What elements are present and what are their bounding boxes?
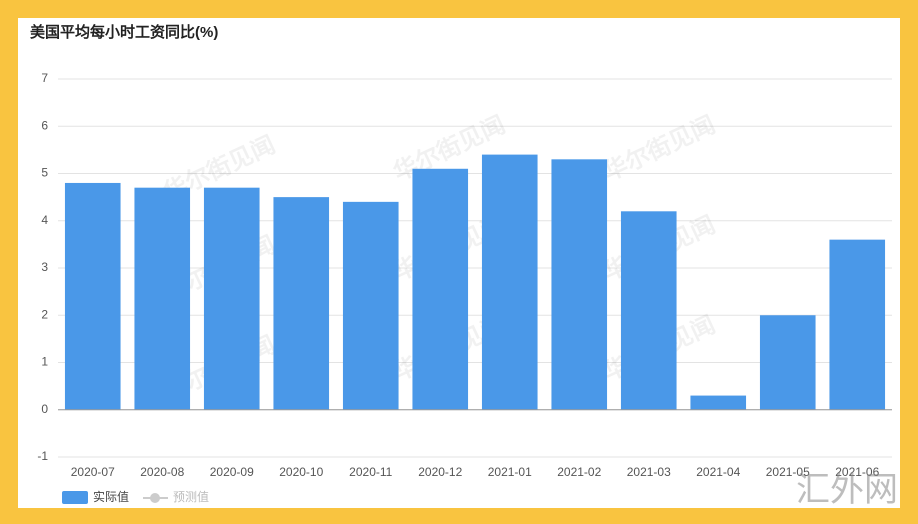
x-tick-label: 2021-04 <box>696 465 740 479</box>
bar <box>134 187 191 410</box>
x-tick-label: 2020-09 <box>210 465 254 479</box>
x-tick-label: 2020-10 <box>279 465 323 479</box>
y-tick-label: 6 <box>41 118 48 132</box>
y-tick-label: 3 <box>41 260 48 274</box>
bar <box>273 197 330 410</box>
y-tick-label: 1 <box>41 355 48 369</box>
x-tick-label: 2020-08 <box>140 465 184 479</box>
legend-swatch <box>62 491 88 504</box>
chart-title: 美国平均每小时工资同比(%) <box>30 23 218 41</box>
y-tick-label: 5 <box>41 166 48 180</box>
x-tick-label: 2020-11 <box>349 465 392 479</box>
bar <box>620 211 677 410</box>
y-tick-label: 7 <box>41 71 48 85</box>
y-tick-label: 2 <box>41 307 48 321</box>
x-tick-label: 2021-02 <box>557 465 601 479</box>
y-tick-label: 0 <box>41 402 48 416</box>
x-tick-label: 2021-01 <box>488 465 532 479</box>
y-tick-label: -1 <box>37 449 48 463</box>
site-watermark: 汇外网 <box>796 470 898 510</box>
legend-swatch <box>150 493 160 503</box>
x-tick-label: 2020-12 <box>418 465 462 479</box>
x-tick-label: 2021-06 <box>835 465 879 479</box>
y-tick-label: 4 <box>41 213 48 227</box>
bar <box>690 395 747 410</box>
bar <box>203 187 260 410</box>
x-tick-label: 2021-03 <box>627 465 671 479</box>
legend-label: 预测值 <box>173 489 209 504</box>
bar <box>759 315 816 410</box>
x-tick-label: 2020-07 <box>71 465 115 479</box>
bar <box>412 168 469 410</box>
bar <box>481 154 538 410</box>
bar <box>342 201 399 410</box>
bar <box>829 239 886 410</box>
legend-label: 实际值 <box>93 489 129 504</box>
x-tick-label: 2021-05 <box>766 465 810 479</box>
bar <box>551 159 608 410</box>
bar <box>64 182 121 410</box>
